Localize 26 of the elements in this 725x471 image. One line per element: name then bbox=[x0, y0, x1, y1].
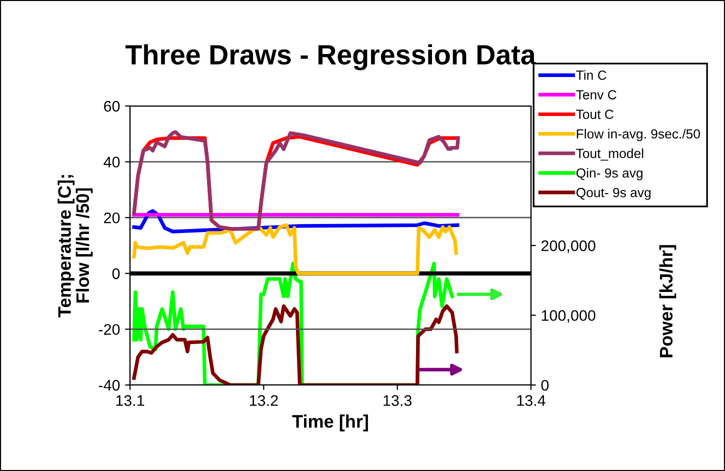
y-tick-label: 40 bbox=[104, 156, 120, 168]
y2-tick-label: 100,000 bbox=[542, 310, 596, 323]
chart-title: Three Draws - Regression Data bbox=[126, 44, 536, 70]
y-tick-label: -20 bbox=[98, 324, 120, 335]
legend-label: Tenv C bbox=[576, 90, 616, 100]
x-tick-label: 13.4 bbox=[517, 395, 546, 406]
legend-label: Tin C bbox=[576, 70, 606, 80]
x-axis-title: Time [hr] bbox=[292, 414, 368, 432]
y-tick-label: 20 bbox=[104, 212, 120, 224]
legend-label: Flow in-avg. 9sec./50 bbox=[576, 128, 700, 142]
line-series bbox=[132, 223, 458, 276]
y-axis-title: Temperature [C]; Flow [l/hr /50] bbox=[58, 175, 93, 318]
x-tick-label: 13.2 bbox=[250, 395, 278, 406]
x-tick-label: 13.1 bbox=[116, 395, 144, 406]
y2-tick-label: 200,000 bbox=[541, 240, 596, 253]
y-tick-label: 60 bbox=[104, 100, 120, 112]
y-tick-label: 0 bbox=[112, 268, 120, 280]
legend-label: Tout C bbox=[576, 110, 614, 119]
y2-tick-label: 0 bbox=[541, 380, 549, 391]
y-tick-label: -40 bbox=[98, 380, 120, 391]
y2-axis-title: Power [kJ/hr] bbox=[659, 245, 676, 358]
legend-label: Tout_model bbox=[576, 148, 644, 161]
x-tick-label: 13.3 bbox=[384, 395, 412, 406]
line-series bbox=[132, 304, 459, 385]
legend-label: Qout- 9s avg bbox=[576, 188, 651, 200]
legend-label: Qin- 9s avg bbox=[576, 168, 642, 180]
